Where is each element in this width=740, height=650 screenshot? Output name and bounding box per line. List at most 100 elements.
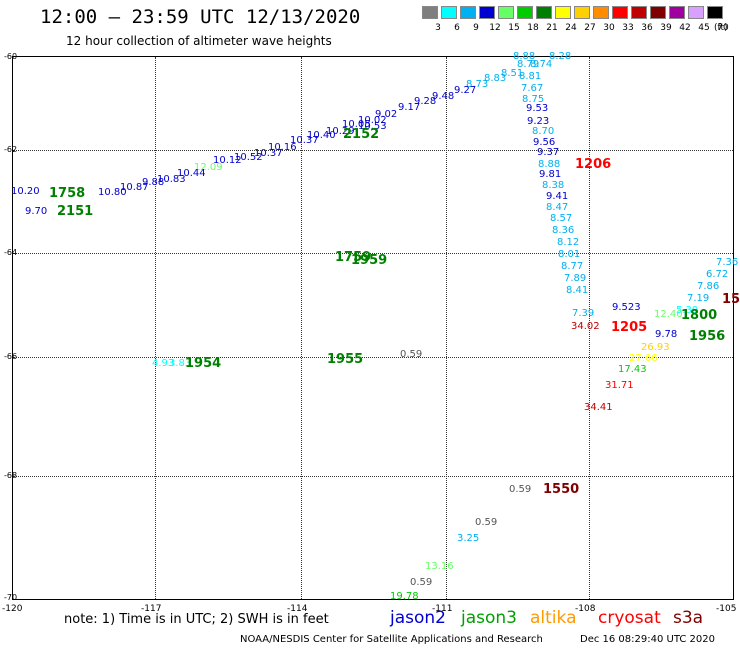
swh-observation: 10.53 [358,121,387,132]
legend-jason2: jason2 [390,608,446,628]
swh-observation: 8.81 [519,71,542,82]
lat-label: -64 [4,248,18,257]
swh-observation: 3.25 [457,533,480,544]
lat-label: -62 [4,145,18,154]
pass-time-label: 1758 [49,186,86,201]
lon-label: -114 [287,604,308,614]
scale-swatch [555,6,571,19]
scale-swatch [498,6,514,19]
swh-observation: 8.01 [558,249,581,260]
legend-cryosat: cryosat [598,608,661,628]
swh-observation: 8.38 [542,180,565,191]
swh-observation: 10.29 [326,126,355,137]
swh-observation: 8.47 [546,202,569,213]
pass-time-label: 1205 [611,320,648,335]
swh-observation: 10.80 [98,187,127,198]
gridline-lat-68 [13,476,733,477]
pass-time-label: 1955 [327,352,364,367]
swh-observation: 10.83 [157,174,186,185]
scale-label: 36 [641,23,653,33]
swh-observation: 8.36 [552,225,575,236]
swh-observation: 7.19 [687,293,710,304]
swh-observation: 8.77 [561,261,584,272]
pass-time-label: 1206 [575,157,612,172]
swh-observation: 10.12 [213,155,242,166]
scale-swatch [517,6,533,19]
swh-observation: 8.88 [538,159,561,170]
swh-observation: 0.59 [509,484,532,495]
credit-line: NOAA/NESDIS Center for Satellite Applica… [240,634,543,645]
gridline-lat-66 [13,357,733,358]
scale-label: 24 [565,23,577,33]
scale-swatch [574,6,590,19]
scale-swatch [593,6,609,19]
map-plot-area [12,56,734,600]
swh-observation: 8.79 [517,59,540,70]
pass-time-label: 1956 [689,329,726,344]
gridline-lon-111 [446,57,447,599]
pass-time-label: 1800 [681,308,718,323]
swh-observation: 0.59 [475,517,498,528]
swh-observation: 34.02 [571,321,600,332]
swh-observation: 12.09 [194,162,223,173]
swh-observation: 10.37 [254,148,283,159]
lat-label: -68 [4,471,18,480]
swh-observation: 17.43 [618,364,647,375]
swh-observation: 10.40 [307,130,336,141]
scale-label: 12 [489,23,501,33]
pass-time-label: 2152 [343,127,380,142]
gridline-lat-62 [13,150,733,151]
scale-swatch [612,6,628,19]
swh-observation: 9.81 [539,169,562,180]
scale-label: 27 [584,23,596,33]
scale-label: 30 [603,23,615,33]
swh-observation: 9.78 [655,329,678,340]
swh-observation: 5.39 [676,305,699,316]
scale-unit: (ft) [714,23,728,33]
gridline-lon-117 [155,57,156,599]
swh-observation: 8.74 [530,59,553,70]
gridline-lon-114 [301,57,302,599]
swh-observation: 10.05 [342,119,371,130]
scale-swatch [479,6,495,19]
lon-label: -120 [2,604,23,614]
swh-observation: 31.71 [605,380,634,391]
swh-observation: 9.41 [546,191,569,202]
swh-observation: 10.37 [290,135,319,146]
swh-observation: 9.70 [25,206,48,217]
scale-label: 39 [660,23,672,33]
swh-observation: 27.66 [629,353,658,364]
swh-observation: 9.23 [527,116,550,127]
swh-observation: 8.70 [532,126,555,137]
scale-swatch [460,6,476,19]
lon-label: -117 [141,604,162,614]
pass-time-label: 1959 [351,253,388,268]
pass-time-label: 1954 [185,356,222,371]
generated-timestamp: Dec 16 08:29:40 UTC 2020 [580,634,715,645]
swh-observation: 8.12 [557,237,580,248]
swh-observation: 10.87 [120,182,149,193]
swh-observation: 8.51 [501,68,524,79]
scale-label: 70 [717,23,729,33]
gridline-lon-108 [589,57,590,599]
legend-jason3: jason3 [461,608,517,628]
scale-swatch [688,6,704,19]
swh-observation: 8.88 [513,51,536,62]
swh-observation: 7.89 [564,273,587,284]
map-title: 12:00 – 23:59 UTC 12/13/2020 [40,6,361,28]
swh-observation: 8.83 [484,73,507,84]
scale-label: 42 [679,23,691,33]
footnote: note: 1) Time is in UTC; 2) SWH is in fe… [64,612,329,627]
swh-observation: 9.56 [533,137,556,148]
swh-observation: 8.75 [522,94,545,105]
scale-swatch [707,6,723,19]
swh-observation: 7.86 [697,281,720,292]
scale-swatch [441,6,457,19]
swh-observation: 10.02 [358,115,387,126]
lat-label: -60 [4,52,18,61]
swh-observation: 9.48 [432,91,455,102]
swh-observation: 10.44 [177,168,206,179]
swh-observation: 9.523 [612,302,641,313]
scale-label: 45 [698,23,710,33]
scale-swatch [536,6,552,19]
